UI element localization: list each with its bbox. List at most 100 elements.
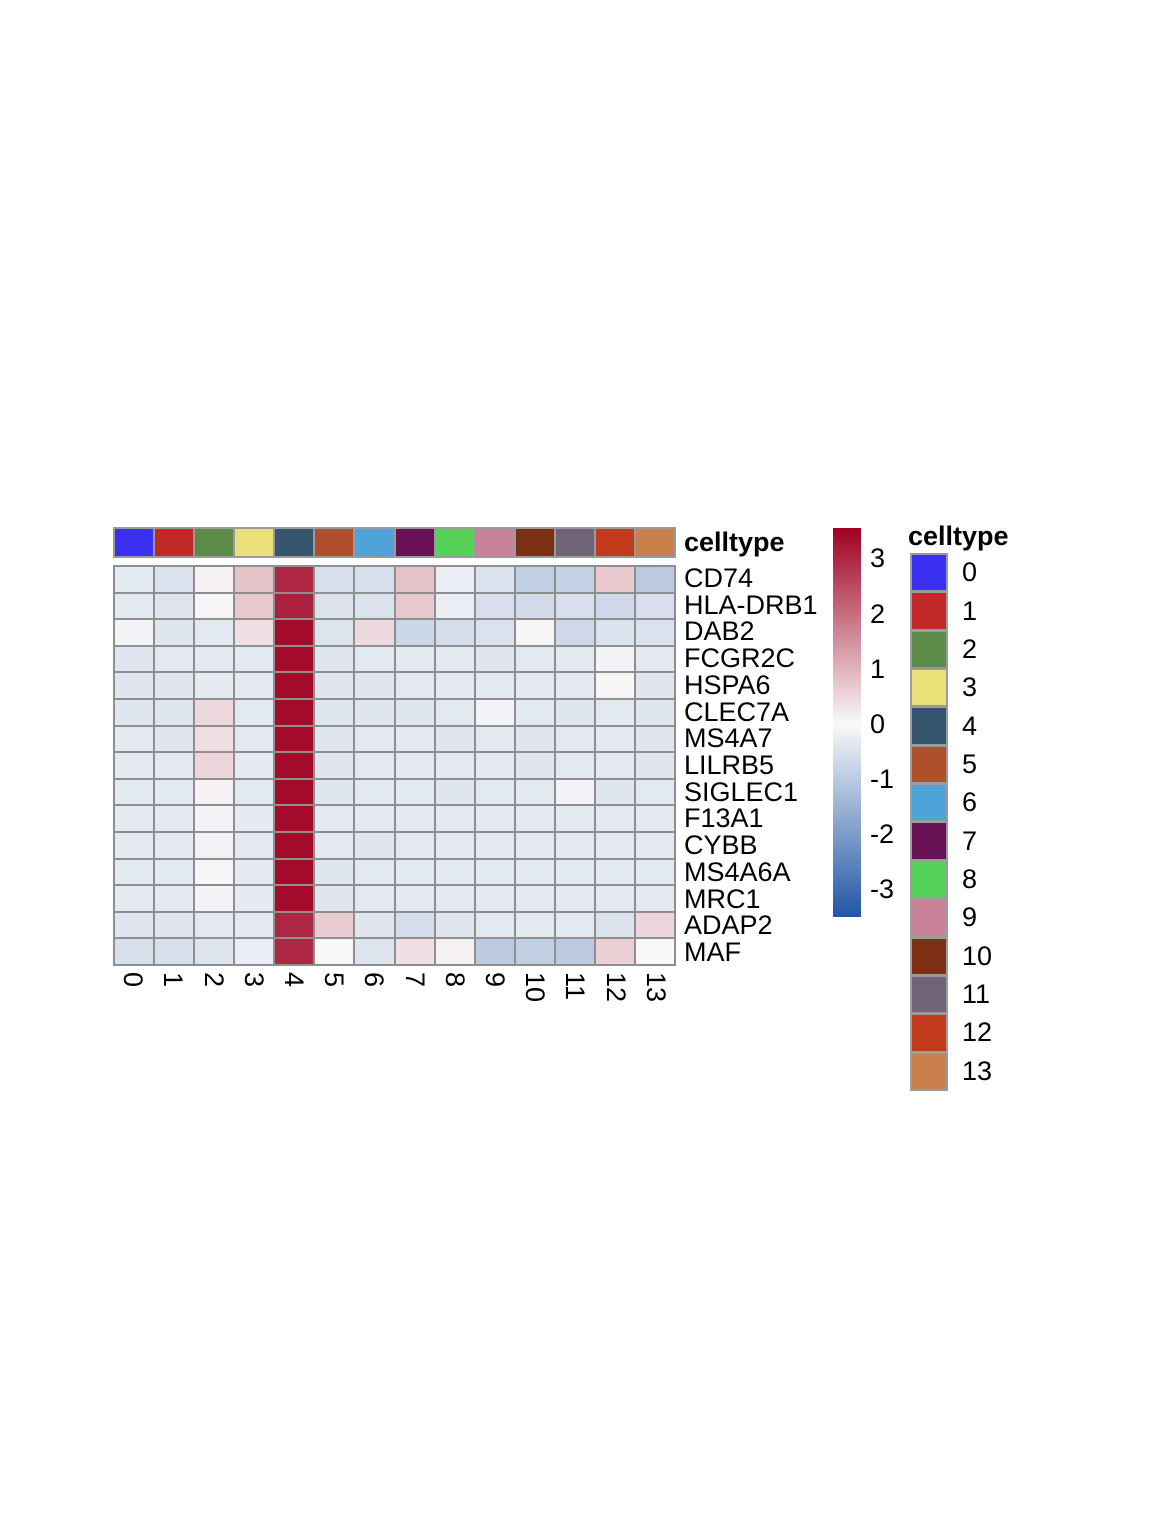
heatmap-cell-CLEC7A-10 xyxy=(515,700,554,725)
heatmap-cell-DAB2-9 xyxy=(475,620,514,645)
heatmap-cell-F13A1-9 xyxy=(475,806,514,831)
legend-color-swatch-6 xyxy=(910,783,948,823)
heatmap-cell-LILRB5-3 xyxy=(235,753,274,778)
row-label-CYBB: CYBB xyxy=(684,830,758,861)
heatmap-cell-HSPA6-11 xyxy=(555,673,594,698)
heatmap-cell-LILRB5-8 xyxy=(435,753,474,778)
heatmap-cell-CD74-12 xyxy=(595,567,634,592)
heatmap-cell-FCGR2C-2 xyxy=(195,646,234,672)
heatmap-cell-CD74-10 xyxy=(515,567,554,592)
heatmap-cell-CLEC7A-3 xyxy=(235,700,274,725)
heatmap-cell-FCGR2C-10 xyxy=(515,646,554,672)
legend-label-10: 10 xyxy=(962,940,993,971)
heatmap-cell-HLA-DRB1-5 xyxy=(315,593,354,619)
heatmap-cell-DAB2-13 xyxy=(635,620,674,645)
heatmap-cell-FCGR2C-1 xyxy=(155,646,194,672)
heatmap-cell-CD74-9 xyxy=(475,567,514,592)
heatmap-cell-MS4A7-1 xyxy=(155,726,194,752)
heatmap-cell-HSPA6-4 xyxy=(275,673,314,698)
heatmap-cell-HSPA6-9 xyxy=(475,673,514,698)
heatmap-cell-LILRB5-6 xyxy=(355,753,394,778)
heatmap-cell-MS4A6A-0 xyxy=(115,859,154,885)
annotation-cell-celltype-0 xyxy=(115,529,154,556)
column-label-1: 1 xyxy=(158,972,189,988)
heatmap-cell-MAF-7 xyxy=(395,939,434,964)
heatmap-cell-HLA-DRB1-4 xyxy=(275,593,314,619)
row-label-F13A1: F13A1 xyxy=(684,803,764,834)
heatmap-cell-MRC1-9 xyxy=(475,886,514,911)
heatmap-cell-CLEC7A-6 xyxy=(355,700,394,725)
heatmap-cell-MAF-2 xyxy=(195,939,234,964)
heatmap-cell-SIGLEC1-0 xyxy=(115,779,154,805)
annotation-cell-celltype-8 xyxy=(435,529,474,556)
colorbar-tick-0: 0 xyxy=(870,708,886,739)
heatmap-cell-MS4A7-3 xyxy=(235,726,274,752)
heatmap-cell-HSPA6-10 xyxy=(515,673,554,698)
annotation-cell-celltype-2 xyxy=(195,529,234,556)
legend-title: celltype xyxy=(908,521,1009,551)
heatmap-cell-SIGLEC1-7 xyxy=(395,779,434,805)
heatmap-cell-MAF-8 xyxy=(435,939,474,964)
heatmap-cell-LILRB5-10 xyxy=(515,753,554,778)
heatmap-cell-CD74-8 xyxy=(435,567,474,592)
heatmap-cell-MRC1-0 xyxy=(115,886,154,911)
heatmap-cell-ADAP2-10 xyxy=(515,912,554,938)
legend-label-2: 2 xyxy=(962,633,978,664)
heatmap-cell-HLA-DRB1-13 xyxy=(635,593,674,619)
row-label-HLA-DRB1: HLA-DRB1 xyxy=(684,589,818,620)
legend-color-swatch-13 xyxy=(910,1051,948,1091)
heatmap-cell-FCGR2C-0 xyxy=(115,646,154,672)
heatmap-cell-DAB2-3 xyxy=(235,620,274,645)
heatmap-cell-MS4A6A-4 xyxy=(275,859,314,885)
heatmap-cell-F13A1-1 xyxy=(155,806,194,831)
heatmap-cell-ADAP2-3 xyxy=(235,912,274,938)
column-label-7: 7 xyxy=(399,972,430,988)
heatmap-cell-MS4A7-11 xyxy=(555,726,594,752)
annotation-cell-celltype-5 xyxy=(315,529,354,556)
column-label-slot-1: 1 xyxy=(158,972,189,1052)
column-label-slot-0: 0 xyxy=(118,972,149,1052)
legend-label-13: 13 xyxy=(962,1055,993,1086)
heatmap-cell-MRC1-13 xyxy=(635,886,674,911)
heatmap-cell-MS4A7-7 xyxy=(395,726,434,752)
heatmap-cell-SIGLEC1-12 xyxy=(595,779,634,805)
colorbar-tick-3: 3 xyxy=(870,543,886,574)
heatmap-cell-SIGLEC1-6 xyxy=(355,779,394,805)
heatmap-cell-FCGR2C-6 xyxy=(355,646,394,672)
legend-color-swatch-4 xyxy=(910,706,948,746)
column-label-0: 0 xyxy=(118,972,149,988)
heatmap-cell-DAB2-5 xyxy=(315,620,354,645)
column-label-9: 9 xyxy=(480,972,511,988)
heatmap-cell-MS4A7-5 xyxy=(315,726,354,752)
legend-color-swatch-0 xyxy=(910,553,948,593)
heatmap-cell-CLEC7A-4 xyxy=(275,700,314,725)
heatmap-cell-HLA-DRB1-7 xyxy=(395,593,434,619)
heatmap-cell-CD74-4 xyxy=(275,567,314,592)
row-label-DAB2: DAB2 xyxy=(684,616,755,647)
heatmap-cell-MAF-3 xyxy=(235,939,274,964)
row-label-MRC1: MRC1 xyxy=(684,883,761,914)
heatmap-cell-F13A1-13 xyxy=(635,806,674,831)
heatmap-cell-DAB2-10 xyxy=(515,620,554,645)
annotation-cell-celltype-1 xyxy=(155,529,194,556)
heatmap-cell-MS4A6A-2 xyxy=(195,859,234,885)
heatmap-cell-LILRB5-12 xyxy=(595,753,634,778)
heatmap-cell-MRC1-8 xyxy=(435,886,474,911)
column-label-6: 6 xyxy=(359,972,390,988)
colorbar-tick-1: 1 xyxy=(870,653,886,684)
heatmap-cell-ADAP2-0 xyxy=(115,912,154,938)
row-label-MS4A7: MS4A7 xyxy=(684,723,773,754)
legend-color-swatch-8 xyxy=(910,859,948,900)
heatmap-cell-CD74-6 xyxy=(355,567,394,592)
colorbar-tick--1: -1 xyxy=(870,764,895,795)
heatmap-cell-SIGLEC1-8 xyxy=(435,779,474,805)
heatmap-cell-DAB2-7 xyxy=(395,620,434,645)
heatmap-cell-MS4A6A-8 xyxy=(435,859,474,885)
heatmap-cell-MS4A6A-5 xyxy=(315,859,354,885)
column-label-slot-5: 5 xyxy=(319,972,349,1052)
heatmap-cell-F13A1-2 xyxy=(195,806,234,831)
heatmap-cell-MS4A6A-3 xyxy=(235,859,274,885)
column-label-10: 10 xyxy=(520,972,551,1003)
column-label-slot-6: 6 xyxy=(359,972,390,1052)
heatmap-cell-ADAP2-5 xyxy=(315,912,354,938)
